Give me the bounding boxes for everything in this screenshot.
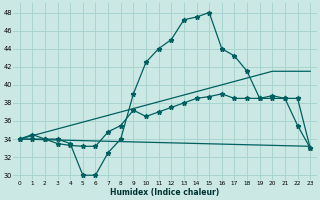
X-axis label: Humidex (Indice chaleur): Humidex (Indice chaleur) [110,188,220,197]
